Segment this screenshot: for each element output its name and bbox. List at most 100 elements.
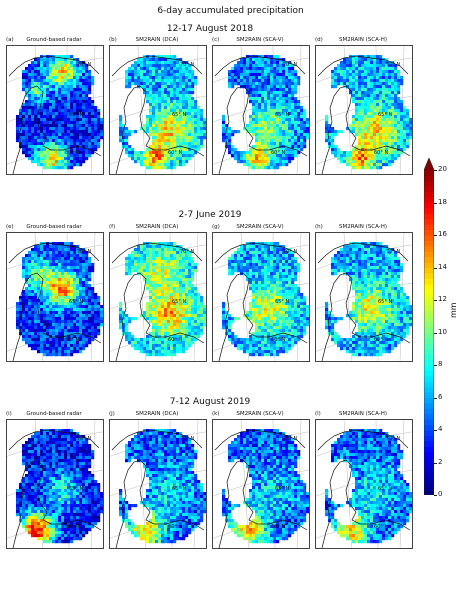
panel-letter: (d)	[315, 37, 323, 43]
panel-title: Ground-based radar	[26, 224, 82, 230]
latitude-label: 65° N	[275, 112, 290, 118]
latitude-label: 70° N	[180, 62, 195, 68]
colorbar-tick-label: 16	[438, 230, 447, 238]
panel-letter: (g)	[212, 224, 220, 230]
latitude-label: 60° N	[374, 524, 389, 530]
panel-letter: (h)	[315, 224, 323, 230]
precipitation-field	[16, 55, 103, 170]
latitude-label: 60° N	[65, 150, 80, 156]
colorbar-tick	[434, 170, 437, 171]
colorbar-tick-label: 0	[438, 490, 443, 498]
panel-title: SM2RAIN (SCA-V)	[236, 37, 284, 43]
latitude-label: 60° N	[65, 337, 80, 343]
precipitation-field	[16, 242, 103, 357]
colorbar-tick	[434, 300, 437, 301]
precipitation-field	[222, 429, 309, 544]
panel-title: SM2RAIN (SCA-V)	[236, 224, 284, 230]
latitude-label: 70° N	[77, 436, 92, 442]
colorbar-tick-label: 4	[438, 425, 443, 433]
panel-letter: (e)	[6, 224, 14, 230]
colorbar-tick	[434, 430, 437, 431]
latitude-label: 60° N	[374, 150, 389, 156]
latitude-label: 65° N	[378, 299, 393, 305]
colorbar-gradient	[424, 158, 434, 495]
precipitation-map	[316, 46, 412, 174]
latitude-label: 65° N	[172, 112, 187, 118]
coastline	[317, 429, 411, 548]
precipitation-map	[213, 46, 309, 174]
colorbar-tick-label: 20	[438, 165, 447, 173]
panel-title: SM2RAIN (SCA-H)	[339, 411, 387, 417]
colorbar-tick	[434, 365, 437, 366]
panel-letter: (j)	[109, 411, 115, 417]
map-panel: 70° N 65° N 60° N	[212, 232, 310, 362]
colorbar-tick	[434, 235, 437, 236]
map-panel: 70° N 65° N 60° N	[315, 232, 413, 362]
precipitation-field	[16, 429, 103, 544]
precipitation-map	[316, 420, 412, 548]
colorbar-tick-label: 18	[438, 197, 447, 206]
latitude-label: 65° N	[275, 299, 290, 305]
coastline	[214, 242, 308, 361]
precipitation-map	[110, 46, 206, 174]
map-panel: 70° N 65° N 60° N	[212, 45, 310, 175]
panel-title: SM2RAIN (SCA-H)	[339, 37, 387, 43]
coastline	[317, 242, 411, 361]
panel-letter: (f)	[109, 224, 116, 230]
panel-letter: (a)	[6, 37, 14, 43]
latitude-label: 65° N	[378, 486, 393, 492]
latitude-label: 60° N	[168, 524, 183, 530]
panel-title: SM2RAIN (SCA-V)	[236, 411, 284, 417]
colorbar-tick	[434, 462, 437, 464]
colorbar-extend-arrow	[424, 158, 434, 170]
latitude-label: 60° N	[271, 337, 286, 343]
panel-title: SM2RAIN (DCA)	[135, 224, 179, 230]
coastline	[111, 429, 205, 548]
latitude-label: 60° N	[374, 337, 389, 343]
panel-letter: (i)	[6, 411, 12, 417]
colorbar-tick-label: 6	[438, 392, 443, 401]
panel-letter: (k)	[212, 411, 220, 417]
map-panel: 70° N 65° N 60° N	[6, 232, 104, 362]
precipitation-map	[316, 233, 412, 361]
precipitation-field	[119, 55, 206, 170]
coastline	[214, 55, 308, 174]
colorbar-tick	[434, 495, 437, 496]
latitude-label: 60° N	[168, 150, 183, 156]
map-panel: 70° N 65° N 60° N	[315, 419, 413, 549]
panel-title: SM2RAIN (DCA)	[135, 37, 179, 43]
latitude-label: 70° N	[283, 436, 298, 442]
map-panel: 70° N 65° N 60° N	[315, 45, 413, 175]
latitude-label: 70° N	[386, 436, 401, 442]
colorbar-tick-label: 2	[438, 457, 443, 466]
panel-title: Ground-based radar	[26, 37, 82, 43]
panel-letter: (b)	[109, 37, 117, 43]
precipitation-map	[213, 420, 309, 548]
map-panel: 70° N 65° N 60° N	[6, 45, 104, 175]
map-panel: 70° N 65° N 60° N	[6, 419, 104, 549]
precipitation-field	[119, 429, 206, 544]
latitude-label: 65° N	[378, 112, 393, 118]
latitude-label: 65° N	[172, 299, 187, 305]
map-panel: 70° N 65° N 60° N	[109, 232, 207, 362]
precipitation-map	[213, 233, 309, 361]
latitude-label: 60° N	[271, 150, 286, 156]
latitude-label: 70° N	[283, 62, 298, 68]
latitude-label: 65° N	[172, 486, 187, 492]
colorbar-tick-label: 14	[438, 262, 447, 271]
map-panel: 70° N 65° N 60° N	[109, 419, 207, 549]
row-title: 7-12 August 2019	[169, 397, 251, 407]
map-panel: 70° N 65° N 60° N	[109, 45, 207, 175]
panel-letter: (l)	[315, 411, 321, 417]
colorbar-tick-label: 8	[438, 360, 443, 368]
precipitation-map	[7, 233, 103, 361]
latitude-label: 70° N	[386, 249, 401, 255]
precipitation-map	[110, 233, 206, 361]
precipitation-field	[325, 55, 412, 170]
colorbar-tick-label: 10	[438, 327, 447, 336]
latitude-label: 70° N	[283, 249, 298, 255]
colorbar-tick	[434, 267, 437, 269]
precipitation-field	[222, 242, 309, 357]
precipitation-field	[325, 429, 412, 544]
panel-title: SM2RAIN (SCA-H)	[339, 224, 387, 230]
